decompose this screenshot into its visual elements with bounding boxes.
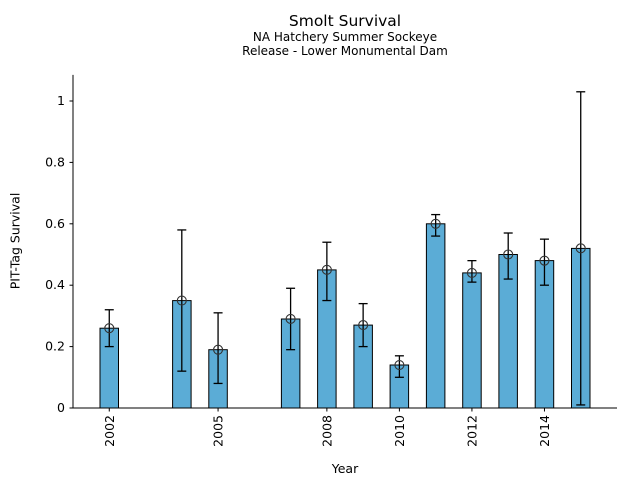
bar-2011 <box>425 223 446 409</box>
y-tick-label-0.4: 0.4 <box>45 277 65 292</box>
x-tick-label-2010: 2010 <box>392 415 407 447</box>
y-tick-label-1: 1 <box>57 93 65 108</box>
marker-2015 <box>575 243 586 254</box>
marker-2002 <box>104 323 115 334</box>
marker-2011 <box>430 218 441 229</box>
x-tick-label-2012: 2012 <box>464 415 479 447</box>
x-tick-label-2008: 2008 <box>319 415 334 447</box>
x-axis-label: Year <box>331 461 359 476</box>
marker-2007 <box>285 313 296 325</box>
marker-2009 <box>358 320 369 331</box>
bar-2012 <box>462 272 482 409</box>
y-axis-label: PIT-Tag Survival <box>7 192 23 290</box>
x-tick-label-2014: 2014 <box>537 415 552 447</box>
x-tick-label-2002: 2002 <box>102 415 117 447</box>
x-tick-label-2005: 2005 <box>211 415 226 447</box>
marker-2012 <box>466 267 477 278</box>
marker-2005 <box>213 344 224 355</box>
marker-2004 <box>176 295 187 306</box>
y-tick-label-0: 0 <box>57 400 65 415</box>
marker-2013 <box>503 249 514 260</box>
y-tick-label-0.2: 0.2 <box>45 339 65 354</box>
marker-2010 <box>394 359 405 371</box>
y-tick-label-0.6: 0.6 <box>45 216 65 231</box>
y-tick-label-0.8: 0.8 <box>45 154 65 169</box>
marker-2008 <box>321 264 332 275</box>
marker-2014 <box>539 255 550 266</box>
